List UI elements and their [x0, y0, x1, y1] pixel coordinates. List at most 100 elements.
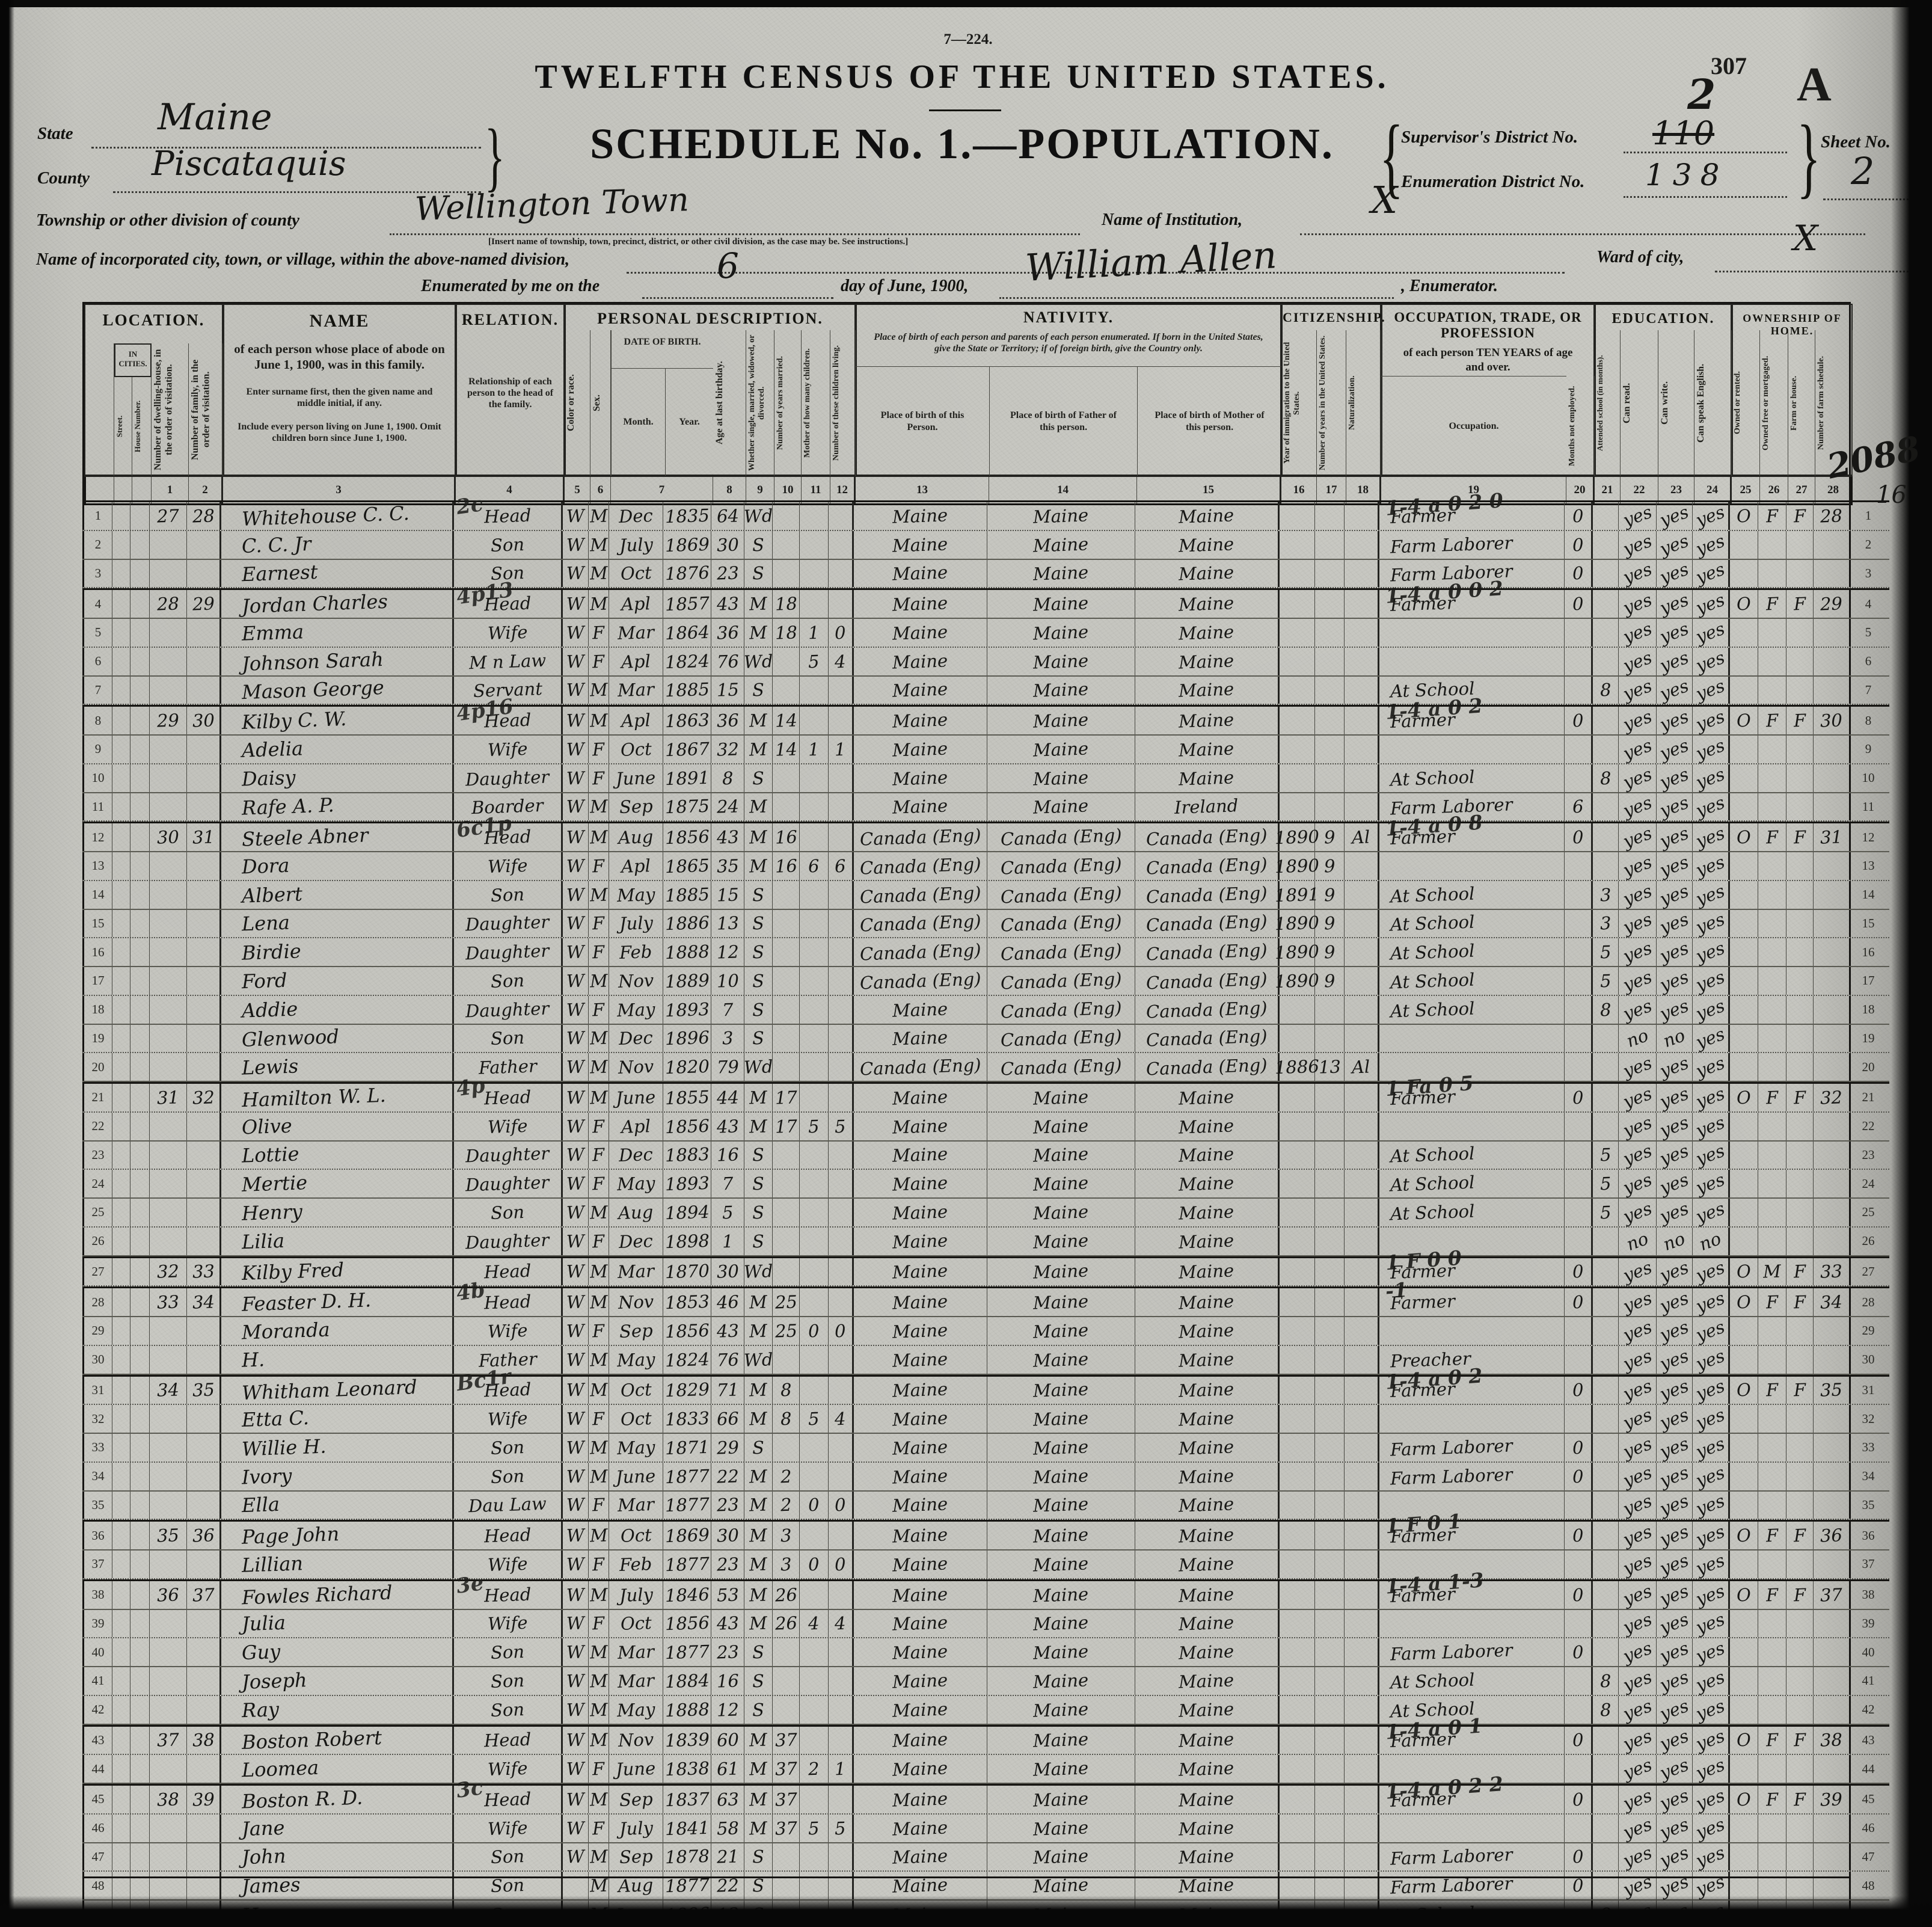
cell-oc: Farmer 1-4 a 0 2 0 [1379, 488, 1565, 530]
cell-cl [829, 1084, 854, 1111]
cell-sc [1593, 823, 1619, 851]
handwritten-entry: Canada (Eng) [1145, 939, 1268, 965]
handwritten-entry: W [566, 1027, 585, 1049]
cell-ym: 2 [773, 1462, 800, 1490]
cell-s: M [589, 1638, 609, 1666]
handwritten-entry: yes [1620, 1140, 1655, 1170]
handwritten-entry: Mar [617, 1670, 655, 1692]
cell-na [1345, 590, 1379, 618]
cell-hn [130, 1726, 150, 1754]
cell-pb: Maine [854, 1112, 987, 1140]
handwritten-entry: Boston R. D. [241, 1786, 363, 1813]
cell-rel: Father [454, 1345, 563, 1374]
handwritten-entry: May [616, 998, 655, 1021]
handwritten-entry: 34 [191, 1291, 215, 1313]
colnum-rd: 22 [1621, 477, 1658, 503]
cell-nm: Page John [221, 1522, 454, 1549]
cell-fh [1786, 793, 1814, 821]
cell-mn: 0 [1565, 1638, 1593, 1666]
cell-rd: yes [1619, 1609, 1657, 1638]
handwritten-entry: Daughter [465, 911, 550, 935]
handwritten-entry: Maine [1032, 1612, 1090, 1635]
cell-ym: 37 [773, 1755, 800, 1783]
cell-ag: 76 [711, 1345, 744, 1374]
cell-ow: O [1730, 1084, 1758, 1111]
handwritten-entry: Oct [620, 1612, 652, 1635]
cell-ow [1730, 647, 1758, 675]
handwritten-entry: yes [1693, 559, 1728, 588]
cell-pm: Maine [1135, 1288, 1280, 1316]
handwritten-entry: M [749, 1466, 768, 1487]
cell-na [1345, 559, 1379, 588]
col-naturalization: Naturalization. [1346, 330, 1381, 476]
cell-yr: 1869 [663, 1522, 711, 1549]
cell-dw [150, 1317, 187, 1345]
cell-pf: Maine [987, 764, 1135, 792]
table-row: 5 Emma Wife W F Mar 1864 36 M 18 1 0 Maine Maine Maine… [82, 618, 1889, 648]
cell-n: 30 [82, 1345, 112, 1374]
cell-pm: Maine [1135, 1084, 1280, 1111]
state-line [91, 147, 481, 149]
handwritten-entry: yes [1693, 1580, 1728, 1609]
cell-rd: yes [1619, 1345, 1657, 1374]
handwritten-entry: F [1793, 1087, 1806, 1108]
cell-na [1345, 736, 1379, 763]
cell-pm: Maine [1135, 1522, 1280, 1549]
cell-ag: 64 [711, 502, 744, 530]
enumerated-suf: , Enumerator. [1401, 277, 1498, 295]
cell-mr: S [744, 1434, 773, 1461]
handwritten-entry: W [566, 1670, 585, 1692]
handwritten-entry: M [589, 1466, 608, 1487]
handwritten-entry: 8 [1599, 1699, 1612, 1720]
handwritten-entry: yes [1657, 1083, 1692, 1113]
cell-mn [1565, 1317, 1593, 1345]
handwritten-entry: June [615, 1086, 657, 1109]
cell-c: W [563, 1345, 589, 1374]
handwritten-entry: yes [1657, 1316, 1692, 1346]
cell-ag: 23 [711, 1551, 744, 1578]
cell-pm: Maine [1135, 647, 1280, 675]
row-number: 36 [1862, 1528, 1875, 1543]
cell-yu [1315, 1522, 1345, 1549]
handwritten-entry: Maine [892, 1378, 949, 1401]
cell-fr [1758, 619, 1786, 647]
cell-fh [1786, 1609, 1814, 1638]
handwritten-entry: 1 [808, 739, 820, 760]
handwritten-entry: 27 [156, 505, 180, 527]
handwritten-entry: Maine [1032, 1143, 1090, 1166]
cell-yr: 1856 [663, 1112, 711, 1140]
handwritten-entry: Maine [892, 1584, 949, 1606]
cell-ym: 8 [773, 1376, 800, 1404]
cell-rmn: 12 [1851, 823, 1886, 851]
cell-ym: 26 [773, 1609, 800, 1638]
row-number: 48 [1862, 1878, 1875, 1893]
cell-fa [187, 793, 221, 821]
cell-pb: Maine [854, 736, 987, 763]
handwritten-entry: yes [1620, 589, 1655, 619]
handwritten-entry: Maine [1032, 1729, 1090, 1751]
handwritten-entry: Canada (Eng) [1000, 968, 1122, 994]
cell-ym [773, 1024, 800, 1053]
handwritten-entry: 32 [716, 739, 740, 760]
handwritten-entry: At School [1390, 1143, 1475, 1167]
cell-dw [150, 1667, 187, 1695]
colnum-n [84, 477, 114, 503]
handwritten-entry: Maine [1178, 1378, 1235, 1401]
handwritten-entry: yes [1657, 1111, 1692, 1141]
cell-pb: Canada (Eng) [854, 909, 987, 938]
cell-c: W [563, 1755, 589, 1783]
institution-label: Name of Institution, [1102, 211, 1243, 229]
cell-fr [1758, 1872, 1786, 1899]
handwritten-entry: S [752, 1437, 765, 1458]
cell-im [1280, 647, 1315, 675]
cell-yr: 1863 [663, 707, 711, 734]
cell-mc [800, 1434, 829, 1461]
handwritten-entry: Dec [618, 1027, 654, 1050]
cell-mc [800, 559, 829, 588]
cell-ag: 13 [711, 909, 744, 938]
handwritten-entry: 1864 [664, 621, 710, 644]
cell-pf: Maine [987, 1522, 1135, 1549]
handwritten-entry: Farm Laborer [1390, 1464, 1513, 1489]
handwritten-entry: F [592, 1818, 606, 1839]
institution-value: X [1371, 178, 1398, 222]
